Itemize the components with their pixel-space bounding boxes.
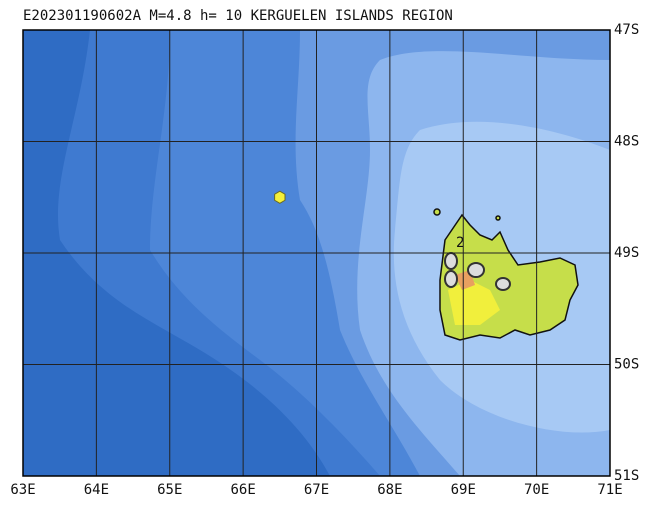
island — [433, 208, 579, 341]
lat-tick-label: 47S — [614, 22, 639, 38]
lon-tick-label: 68E — [377, 482, 402, 498]
map-frame — [22, 29, 611, 477]
lon-tick-label: 63E — [10, 482, 35, 498]
lon-tick-label: 65E — [157, 482, 182, 498]
lat-tick-label: 49S — [614, 245, 639, 261]
graticule — [22, 29, 611, 477]
epicenter — [274, 190, 286, 204]
lat-tick-label: 51S — [614, 468, 639, 484]
volcano-symbols — [444, 252, 511, 291]
lon-tick-label: 71E — [597, 482, 622, 498]
lat-tick-label: 48S — [614, 134, 639, 150]
lon-tick-label: 66E — [230, 482, 255, 498]
lat-tick-label: 50S — [614, 357, 639, 373]
lon-tick-label: 70E — [524, 482, 549, 498]
lon-tick-label: 64E — [84, 482, 109, 498]
lon-tick-label: 67E — [304, 482, 329, 498]
lon-tick-label: 69E — [451, 482, 476, 498]
contour-label: 2 — [456, 235, 464, 251]
map-title: E202301190602A M=4.8 h= 10 KERGUELEN ISL… — [23, 8, 453, 24]
